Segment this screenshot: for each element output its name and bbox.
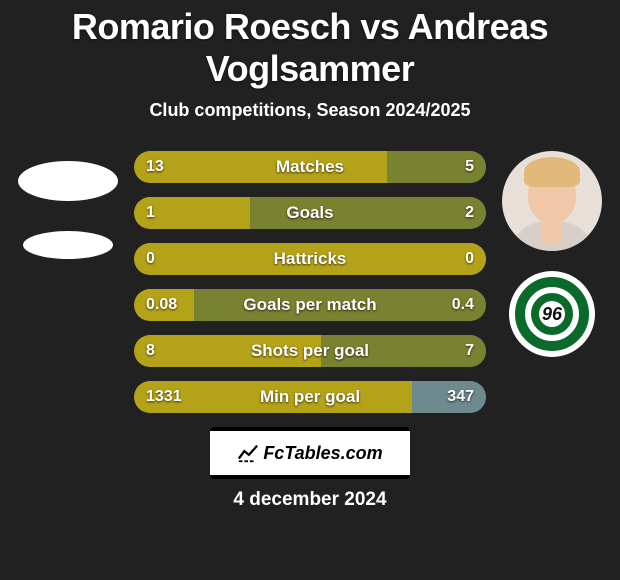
stat-row: Matches135 [134,151,486,183]
stat-row: Goals per match0.080.4 [134,289,486,321]
avatar-hair [524,157,580,187]
stat-row: Min per goal1331347 [134,381,486,413]
stat-row: Hattricks00 [134,243,486,275]
badge-number: 96 [542,304,562,325]
stat-bar-left [134,243,486,275]
stat-bar-left [134,335,321,367]
player-left-column [8,151,128,259]
stat-bar-right [321,335,486,367]
stat-bar-right [250,197,486,229]
stat-bar-left [134,197,250,229]
stat-bars: Matches135 Goals12 Hattricks00 Goals per ma… [128,151,492,413]
brand-logo-icon [237,442,259,464]
badge-inner-ring: 96 [531,293,573,335]
stat-bar-right [194,289,486,321]
stat-bar-left [134,289,194,321]
stat-row: Shots per goal87 [134,335,486,367]
player-left-avatar-placeholder [18,161,118,201]
stat-bar-left [134,381,412,413]
page-title: Romario Roesch vs Andreas Voglsammer [0,6,620,90]
brand-text: FcTables.com [263,443,382,464]
page-subtitle: Club competitions, Season 2024/2025 [0,100,620,121]
comparison-card: Romario Roesch vs Andreas Voglsammer Clu… [0,0,620,511]
main-layout: Matches135 Goals12 Hattricks00 Goals per ma… [0,151,620,413]
stat-bar-right [412,381,486,413]
stat-bar-left [134,151,387,183]
brand-badge: FcTables.com [210,427,410,479]
player-right-club-badge: 96 [509,271,595,357]
stat-row: Goals12 [134,197,486,229]
player-left-club-placeholder [23,231,113,259]
avatar-neck [542,223,562,243]
player-right-column: 96 [492,151,612,357]
date-label: 4 december 2024 [0,489,620,511]
stat-bar-right [387,151,486,183]
player-right-avatar [502,151,602,251]
